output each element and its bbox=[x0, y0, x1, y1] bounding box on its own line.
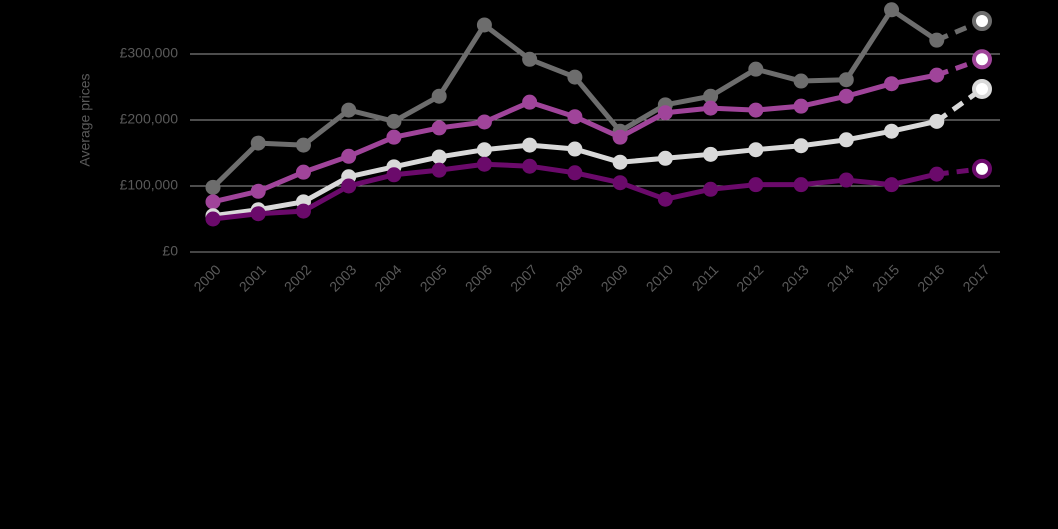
marker bbox=[884, 2, 900, 18]
marker bbox=[657, 191, 673, 207]
marker bbox=[793, 98, 809, 114]
marker bbox=[386, 113, 402, 129]
marker bbox=[205, 211, 221, 227]
y-tick-label: £0 bbox=[162, 243, 178, 259]
marker bbox=[703, 88, 719, 104]
marker bbox=[476, 17, 492, 33]
marker bbox=[431, 162, 447, 178]
marker bbox=[431, 149, 447, 165]
marker bbox=[929, 166, 945, 182]
marker bbox=[250, 183, 266, 199]
marker bbox=[748, 177, 764, 193]
marker bbox=[884, 123, 900, 139]
marker bbox=[431, 88, 447, 104]
y-tick-label: £300,000 bbox=[120, 45, 179, 61]
marker bbox=[793, 177, 809, 193]
marker bbox=[522, 137, 538, 153]
marker bbox=[567, 109, 583, 125]
y-tick-label: £200,000 bbox=[120, 111, 179, 127]
marker-last bbox=[972, 78, 992, 99]
marker bbox=[205, 194, 221, 210]
marker bbox=[703, 100, 719, 116]
marker-last bbox=[972, 49, 992, 70]
marker bbox=[838, 72, 854, 88]
marker bbox=[838, 172, 854, 188]
marker bbox=[341, 102, 357, 118]
marker bbox=[884, 76, 900, 92]
marker bbox=[748, 102, 764, 118]
marker bbox=[884, 177, 900, 193]
marker bbox=[431, 120, 447, 136]
marker bbox=[295, 203, 311, 219]
marker bbox=[567, 69, 583, 85]
marker bbox=[929, 67, 945, 83]
marker bbox=[748, 142, 764, 158]
marker bbox=[250, 206, 266, 222]
marker bbox=[386, 167, 402, 183]
marker bbox=[793, 73, 809, 89]
marker bbox=[612, 175, 628, 191]
marker bbox=[748, 61, 764, 77]
marker bbox=[295, 164, 311, 180]
marker bbox=[793, 138, 809, 154]
marker bbox=[612, 154, 628, 170]
marker bbox=[703, 146, 719, 162]
marker bbox=[612, 129, 628, 145]
marker bbox=[522, 51, 538, 67]
marker bbox=[341, 178, 357, 194]
y-tick-label: £100,000 bbox=[120, 177, 179, 193]
marker bbox=[929, 32, 945, 48]
marker bbox=[522, 158, 538, 174]
series-line-dashed bbox=[936, 166, 983, 177]
marker bbox=[567, 141, 583, 157]
marker bbox=[250, 135, 266, 151]
marker bbox=[657, 150, 673, 166]
marker bbox=[476, 156, 492, 172]
marker bbox=[657, 105, 673, 121]
marker bbox=[295, 137, 311, 153]
marker bbox=[838, 88, 854, 104]
marker bbox=[476, 142, 492, 158]
marker bbox=[522, 94, 538, 110]
marker-last bbox=[972, 11, 992, 31]
marker bbox=[838, 132, 854, 148]
marker bbox=[386, 129, 402, 145]
marker-last bbox=[972, 158, 992, 179]
marker bbox=[205, 179, 221, 195]
y-axis-label: Average prices bbox=[77, 73, 93, 166]
marker bbox=[341, 148, 357, 164]
marker bbox=[703, 181, 719, 197]
marker bbox=[476, 114, 492, 130]
series-line-dashed bbox=[935, 56, 983, 78]
marker bbox=[929, 113, 945, 129]
marker bbox=[567, 165, 583, 181]
